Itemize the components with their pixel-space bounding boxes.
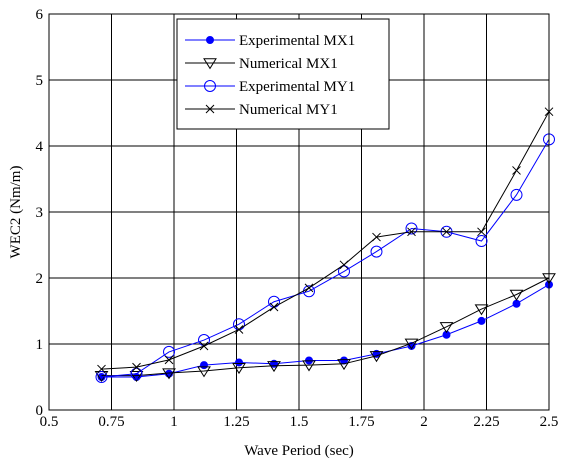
legend-label: Experimental MY1 <box>239 79 355 95</box>
x-tick-label: 1.25 <box>223 414 249 430</box>
legend-marker <box>203 58 217 70</box>
data-point <box>164 355 174 365</box>
data-point <box>442 227 451 237</box>
x-tick-label: 0.75 <box>98 414 124 430</box>
series-line <box>101 139 550 378</box>
data-point <box>130 367 143 380</box>
legend-label: Numerical MY1 <box>239 102 338 118</box>
data-point <box>234 325 244 334</box>
data-point <box>162 368 176 380</box>
data-point <box>95 371 108 383</box>
data-point <box>304 283 314 293</box>
data-point <box>474 304 489 316</box>
y-tick-label: 5 <box>36 73 44 89</box>
y-axis-label: WEC2 (Nm/m) <box>8 166 24 259</box>
y-tick-label: 1 <box>36 337 44 353</box>
legend-label: Experimental MX1 <box>239 33 355 49</box>
x-tick-label: 2 <box>420 414 428 430</box>
legend-entry: Experimental MX1 <box>185 33 355 49</box>
legend-marker <box>204 80 216 92</box>
data-point <box>163 345 175 358</box>
legend-entry: Experimental MY1 <box>185 79 355 95</box>
data-point <box>407 227 416 237</box>
data-point <box>404 338 419 350</box>
data-point <box>129 370 144 383</box>
data-point <box>339 260 349 270</box>
data-point <box>302 360 316 372</box>
series-line <box>101 111 550 370</box>
data-point <box>232 363 246 375</box>
x-tick-label: 1.5 <box>290 414 309 430</box>
data-point <box>200 361 208 370</box>
legend-marker <box>206 36 214 44</box>
y-tick-label: 4 <box>36 139 44 155</box>
legend-entry: Numerical MY1 <box>185 102 338 118</box>
y-tick-label: 6 <box>36 7 44 23</box>
data-point <box>267 361 281 373</box>
data-point <box>337 359 351 371</box>
y-tick-label: 3 <box>36 205 44 221</box>
legend-label: Numerical MX1 <box>239 56 338 72</box>
axis-ticks: 0.5 0.75 1 1.25 1.5 1.75 2 2.25 2.5 0 1 2 3 4 5 6 <box>36 7 559 430</box>
x-tick-label: 2.25 <box>473 414 499 430</box>
data-point <box>475 235 488 248</box>
legend-marker <box>205 104 215 114</box>
x-tick-label: 2.5 <box>540 414 559 430</box>
y-tick-label: 0 <box>36 403 44 419</box>
y-tick-label: 2 <box>36 271 44 287</box>
data-point <box>132 362 141 372</box>
data-point <box>369 351 384 363</box>
series-3 <box>97 107 554 374</box>
legend-entry: Numerical MX1 <box>185 56 338 72</box>
data-point <box>477 227 486 237</box>
data-point <box>372 232 381 242</box>
series-line <box>101 284 550 378</box>
data-point <box>442 330 451 339</box>
data-point <box>510 188 523 201</box>
legend: Experimental MX1 Numerical MX1 Experimenta… <box>176 18 390 130</box>
data-point <box>338 265 350 278</box>
x-axis-label: Wave Period (sec) <box>244 443 354 459</box>
data-point <box>199 341 209 351</box>
series-2 <box>95 133 555 383</box>
data-point <box>405 222 418 235</box>
data-point <box>509 289 524 301</box>
data-point <box>477 316 486 325</box>
data-point <box>439 322 454 334</box>
data-point <box>370 245 383 258</box>
data-point <box>235 358 243 367</box>
series-0 <box>97 280 553 381</box>
x-tick-label: 1 <box>170 414 178 430</box>
data-point <box>97 364 106 374</box>
x-tick-label: 0.5 <box>40 414 59 430</box>
series-line <box>101 277 550 377</box>
data-point <box>512 166 521 175</box>
data-point <box>512 299 521 308</box>
series-lines <box>94 107 556 383</box>
x-tick-label: 1.75 <box>348 414 374 430</box>
data-point <box>197 366 211 378</box>
data-point <box>269 302 279 312</box>
